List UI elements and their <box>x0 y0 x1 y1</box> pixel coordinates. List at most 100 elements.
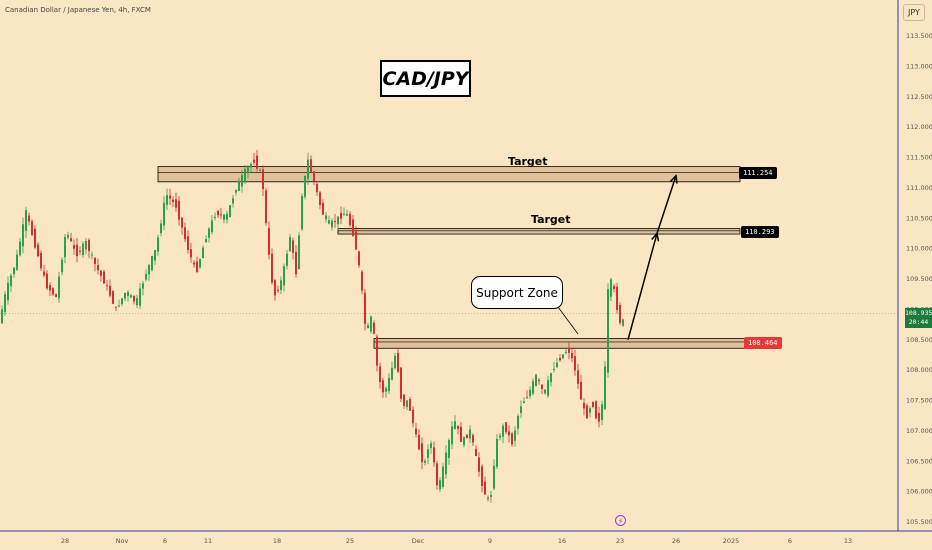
price-tick-label: 110.000 <box>906 245 932 253</box>
candle-body <box>571 352 573 359</box>
candle-body <box>550 373 552 383</box>
price-tick-label: 105.500 <box>906 518 932 526</box>
candle-body <box>169 195 171 199</box>
currency-button[interactable]: JPY <box>903 4 925 21</box>
price-tick-label: 113.000 <box>906 62 932 70</box>
candle-body <box>100 270 102 276</box>
candle-body <box>256 155 258 169</box>
price-tick-label: 110.500 <box>906 214 932 222</box>
candle-body <box>79 250 81 252</box>
price-axis[interactable]: 113.500 113.000 112.500 112.000 111.500 111.0… <box>897 0 932 531</box>
candle-body <box>319 192 321 205</box>
candle-body <box>127 292 129 296</box>
time-tick-label: 6 <box>788 537 792 545</box>
candle-body <box>583 402 585 409</box>
countdown-value: 20:44 <box>908 318 929 326</box>
candle-body <box>46 273 48 289</box>
candle-body <box>346 214 348 216</box>
upper-target-price-tag: 111.254 <box>739 167 777 179</box>
candle-body <box>295 251 297 275</box>
candle-body <box>349 213 351 226</box>
projection-arrows <box>557 174 678 340</box>
candle-body <box>307 159 309 179</box>
candle-body <box>481 466 483 486</box>
candle-body <box>40 252 42 269</box>
candle-body <box>190 249 192 258</box>
candle-body <box>496 438 498 467</box>
price-tick-label: 107.500 <box>906 397 932 405</box>
candle-body <box>574 356 576 371</box>
candle-body <box>367 325 369 329</box>
time-axis[interactable]: 28 Nov 6 11 18 25 Dec 9 16 23 26 2025 6 13 <box>0 530 932 545</box>
lightning-icon[interactable]: ⚡ <box>615 515 626 526</box>
candle-body <box>175 199 177 208</box>
candle-body <box>184 227 186 240</box>
candle-body <box>181 217 183 228</box>
price-tick-label: 108.000 <box>906 366 932 374</box>
candle-body <box>325 215 327 220</box>
candle-body <box>178 200 180 220</box>
candle-body <box>91 254 93 256</box>
candle-body <box>613 286 615 290</box>
candle-body <box>397 352 399 372</box>
candle-body <box>538 379 540 382</box>
candle-body <box>103 271 105 284</box>
upper-target-label: Target <box>508 155 548 168</box>
candle-body <box>541 384 543 389</box>
projection-path <box>627 175 677 340</box>
candle-body <box>403 394 405 406</box>
candle-body <box>547 380 549 396</box>
candle-body <box>619 304 621 323</box>
candle-body <box>373 322 375 334</box>
candle-body <box>202 247 204 259</box>
candle-body <box>97 264 99 271</box>
time-tick-label: 2025 <box>723 537 740 545</box>
candle-body <box>544 389 546 394</box>
symbol-title[interactable]: Canadian Dollar / Japanese Yen, 4h, FXCM <box>5 6 151 14</box>
time-tick-label: 23 <box>616 537 624 545</box>
candle-body <box>565 351 567 354</box>
price-tick-label: 112.500 <box>906 93 932 101</box>
candle-body <box>436 463 438 486</box>
time-tick-label: 16 <box>558 537 566 545</box>
time-tick-label: 6 <box>163 537 167 545</box>
price-tick-label: 106.500 <box>906 457 932 465</box>
candle-body <box>328 220 330 224</box>
candle-body <box>61 259 63 273</box>
candle-body <box>271 253 273 283</box>
candle-body <box>310 159 312 172</box>
candle-body <box>595 401 597 419</box>
candle-body <box>406 400 408 407</box>
candle-body <box>352 219 354 236</box>
level-zones <box>157 166 751 349</box>
lower-target-price-tag: 110.293 <box>741 226 779 238</box>
candle-body <box>514 430 516 441</box>
candle-body <box>517 416 519 429</box>
candle-body <box>478 457 480 472</box>
price-tick-label: 111.000 <box>906 184 932 192</box>
candle-body <box>193 262 195 265</box>
candle-body <box>358 251 360 266</box>
candle-body <box>76 244 78 257</box>
candle-body <box>604 366 606 409</box>
candle-body <box>388 377 390 392</box>
candle-body <box>610 279 612 297</box>
candle-body <box>529 389 531 397</box>
time-tick-label: 26 <box>672 537 680 545</box>
candle-body <box>622 319 624 326</box>
candle-body <box>430 443 432 449</box>
candle-body <box>250 163 252 168</box>
candle-body <box>304 175 306 197</box>
candle-body <box>142 283 144 289</box>
candle-body <box>277 289 279 291</box>
candle-body <box>214 216 216 218</box>
candle-body <box>475 448 477 456</box>
candle-body <box>601 404 603 421</box>
candle-body <box>442 466 444 487</box>
candle-body <box>253 159 255 163</box>
lower-target-label: Target <box>531 213 571 226</box>
candle-body <box>145 274 147 280</box>
candle-body <box>424 460 426 463</box>
candle-body <box>130 295 132 298</box>
